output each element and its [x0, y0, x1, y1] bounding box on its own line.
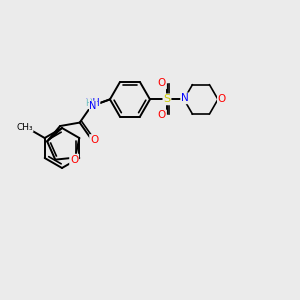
- Text: N: N: [181, 93, 189, 103]
- Text: O: O: [90, 135, 98, 145]
- Text: O: O: [70, 154, 78, 165]
- Text: O: O: [158, 110, 166, 120]
- Text: N: N: [89, 101, 97, 111]
- Text: O: O: [218, 94, 226, 104]
- Text: S: S: [164, 94, 170, 104]
- Text: CH₃: CH₃: [16, 122, 33, 131]
- Text: H: H: [85, 99, 92, 108]
- Text: NH: NH: [85, 98, 100, 108]
- Text: O: O: [158, 78, 166, 88]
